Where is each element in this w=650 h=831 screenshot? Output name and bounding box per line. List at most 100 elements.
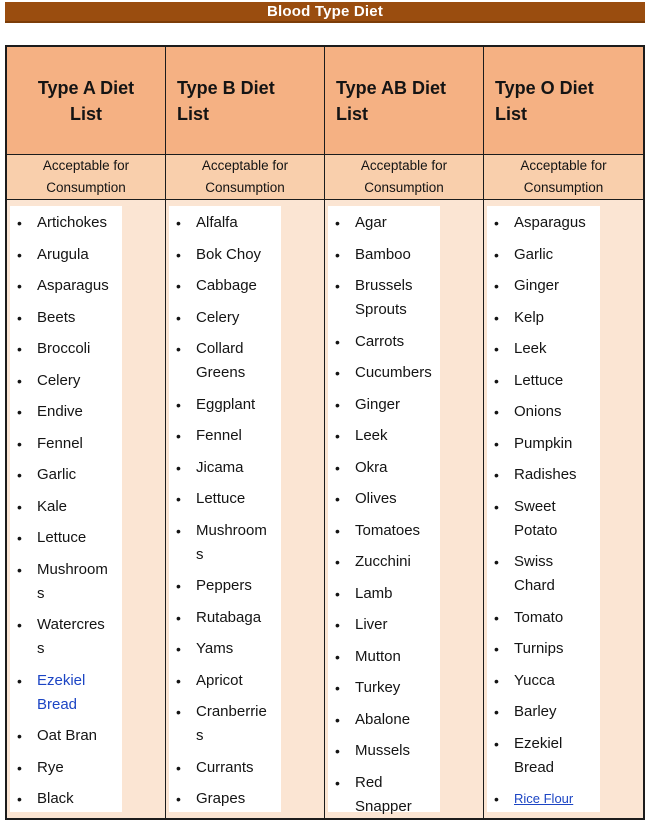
- list-item: • Ezekiel Bread: [494, 732, 598, 780]
- list-background: • Agar • Bamboo • Brussels Sprouts • Carrots • Cu…: [328, 206, 441, 815]
- bullet-icon: •: [494, 609, 499, 626]
- list-item: • Arugula: [17, 243, 120, 267]
- food-item: Abalone: [355, 710, 411, 728]
- list-item: • Turkey: [335, 676, 438, 700]
- food-item: Oat Bran: [37, 727, 98, 744]
- list-item: • Currants: [176, 756, 279, 780]
- food-link[interactable]: Ezekiel Bread: [37, 671, 86, 713]
- bullet-icon: •: [176, 672, 181, 689]
- list-item: • Grapes: [176, 787, 279, 811]
- list-item: • Rice Flour: [494, 787, 598, 811]
- bullet-icon: •: [494, 672, 499, 689]
- bullet-icon: •: [17, 791, 22, 807]
- food-item: Yams: [196, 640, 234, 657]
- bullet-icon: •: [176, 491, 181, 507]
- food-column-type-o: • Asparagus • Garlic • Ginger • Kelp • Leek • Lettu…: [484, 200, 643, 818]
- food-item: Jicama: [196, 458, 244, 476]
- bullet-icon: •: [494, 372, 499, 389]
- column-header-type-ab: Type AB Diet List: [325, 47, 484, 155]
- bullet-icon: •: [494, 435, 499, 452]
- bullet-icon: •: [335, 522, 340, 539]
- list-item: • Lettuce: [17, 526, 120, 550]
- bullet-icon: •: [17, 728, 22, 744]
- list-item: • Mushroom s: [176, 519, 279, 567]
- bullet-icon: •: [335, 491, 340, 507]
- bullet-icon: •: [335, 396, 340, 413]
- bullet-icon: •: [335, 711, 340, 728]
- food-item: Apricot: [196, 671, 243, 689]
- bullet-icon: •: [494, 309, 499, 326]
- bullet-icon: •: [176, 522, 181, 539]
- food-item: Leek: [355, 427, 388, 444]
- food-column-type-ab: • Agar • Bamboo • Brussels Sprouts • Carrots • Cu…: [325, 200, 484, 818]
- food-item: Zucchini: [355, 553, 411, 570]
- list-background: • Artichokes • Arugula • Asparagus • Beets • Broc…: [10, 206, 123, 812]
- diet-table: Type A Diet List Type B Diet List Type A…: [5, 45, 645, 820]
- bullet-icon: •: [335, 333, 340, 350]
- list-item: • Turnips: [494, 637, 598, 661]
- food-item: Barley: [514, 703, 557, 720]
- bullet-icon: •: [176, 246, 181, 263]
- food-item: Red Snapper: [355, 773, 412, 815]
- food-item: Asparagus: [514, 214, 586, 231]
- list-item: • Endive: [17, 400, 120, 424]
- food-item: Broccoli: [37, 340, 91, 357]
- list-item: • Ginger: [335, 393, 438, 417]
- bullet-icon: •: [494, 246, 499, 263]
- list-item: • Zucchini: [335, 550, 438, 574]
- bullet-icon: •: [176, 278, 181, 294]
- food-item: Garlic: [514, 245, 554, 263]
- list-item: • Garlic: [494, 243, 598, 267]
- list-item: • Tomatoes: [335, 519, 438, 543]
- food-list-type-a: • Artichokes • Arugula • Asparagus • Beets • Broc…: [10, 206, 122, 811]
- list-item: • Agar: [335, 211, 438, 235]
- list-item: • Fennel: [176, 424, 279, 448]
- bullet-icon: •: [494, 704, 499, 720]
- bullet-icon: •: [335, 617, 340, 633]
- food-item: Garlic: [37, 466, 77, 483]
- bullet-icon: •: [494, 554, 499, 570]
- food-list-type-b: • Alfalfa • Bok Choy • Cabbage • Celery • Collard…: [169, 206, 281, 811]
- bullet-icon: •: [176, 759, 181, 776]
- list-item: • Collard Greens: [176, 337, 279, 385]
- bullet-icon: •: [176, 309, 181, 326]
- food-list-type-o: • Asparagus • Garlic • Ginger • Kelp • Leek • Lettu…: [487, 206, 600, 811]
- list-item: • Mushroom s: [17, 558, 120, 606]
- bullet-icon: •: [17, 341, 22, 357]
- list-item: • Onions: [494, 400, 598, 424]
- column-header-label: Type AB Diet List: [336, 77, 447, 124]
- food-item: Grapes: [196, 790, 246, 807]
- food-item: Asparagus: [37, 277, 109, 294]
- list-item: • Red Snapper: [335, 771, 438, 819]
- list-background: • Alfalfa • Bok Choy • Cabbage • Celery • Collard…: [169, 206, 282, 812]
- bullet-icon: •: [335, 743, 340, 759]
- list-item: • Ginger: [494, 274, 598, 298]
- food-item: Cucumbers: [355, 364, 432, 381]
- subheader-type-ab: Acceptable for Consumption: [325, 155, 484, 200]
- food-item: Currants: [196, 758, 254, 776]
- list-item: • Kale: [17, 495, 120, 519]
- list-item: • Kelp: [494, 306, 598, 330]
- food-link[interactable]: Rice Flour: [514, 791, 574, 806]
- food-item: Mushroom s: [196, 521, 267, 563]
- list-item: • Carrots: [335, 330, 438, 354]
- list-item: • Mutton: [335, 645, 438, 669]
- list-item: • Rutabaga: [176, 606, 279, 630]
- food-item: Liver: [355, 616, 388, 633]
- food-item: Olives: [355, 490, 397, 507]
- bullet-icon: •: [335, 215, 340, 231]
- list-item: • Ezekiel Bread: [17, 669, 120, 717]
- food-list-type-ab: • Agar • Bamboo • Brussels Sprouts • Carrots • Cu…: [328, 206, 440, 819]
- bullet-icon: •: [176, 791, 181, 807]
- subheader-label: Acceptable for Consumption: [360, 158, 448, 195]
- food-item: Tomatoes: [355, 521, 421, 539]
- list-item: • Lamb: [335, 582, 438, 606]
- food-item: Tomato: [514, 608, 564, 626]
- subheader-label: Acceptable for Consumption: [520, 158, 607, 195]
- subheader-label: Acceptable for Consumption: [201, 158, 289, 195]
- bullet-icon: •: [494, 215, 499, 231]
- bullet-icon: •: [17, 467, 22, 483]
- food-column-type-b: • Alfalfa • Bok Choy • Cabbage • Celery • Collard…: [166, 200, 325, 818]
- food-item: Radishes: [514, 466, 577, 483]
- bullet-icon: •: [17, 617, 22, 633]
